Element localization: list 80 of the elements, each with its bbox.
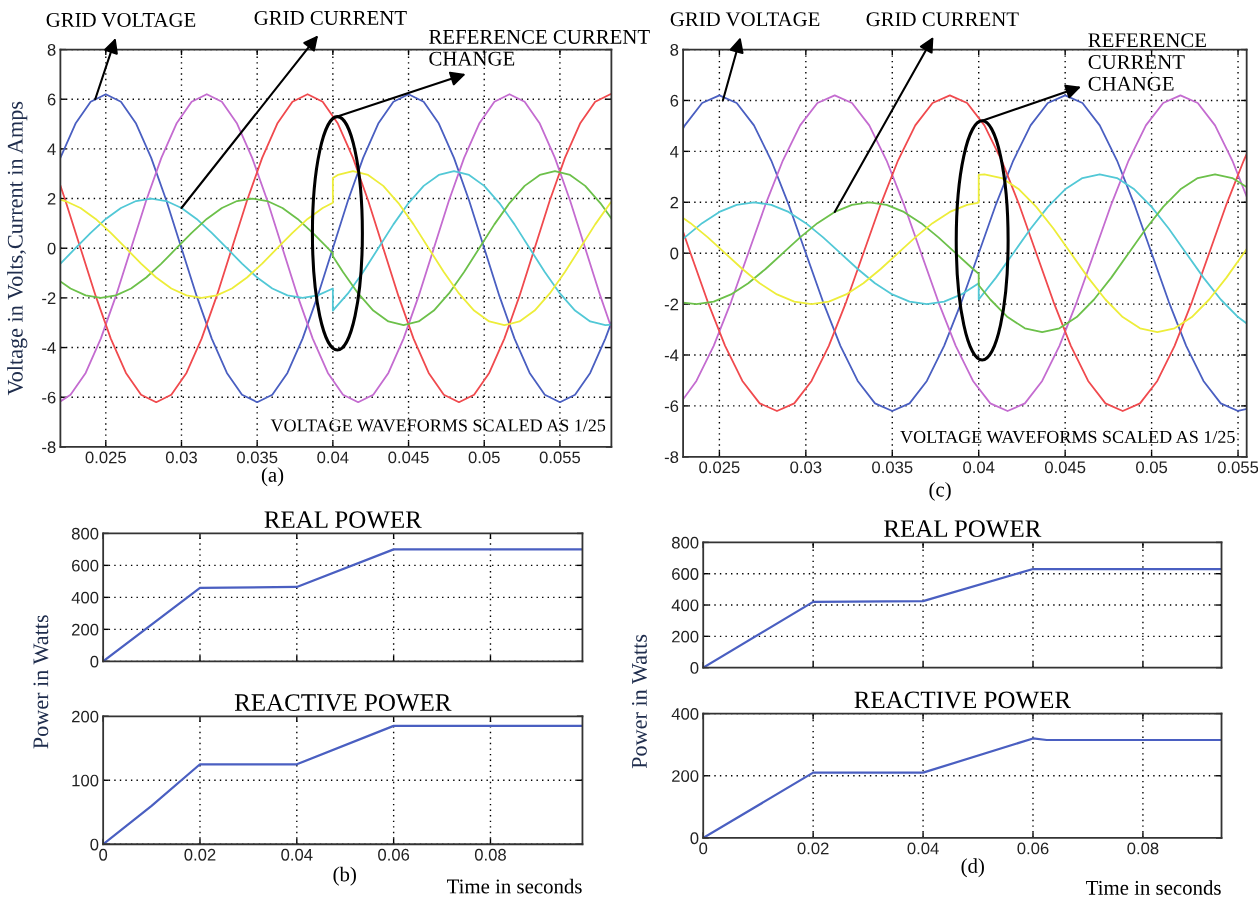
x-tick-label: 0.025 [85, 451, 126, 464]
x-tick-label: 0.045 [1044, 461, 1086, 474]
x-tick-label: 0.045 [388, 451, 429, 464]
x-tick-label: 0.02 [797, 842, 829, 855]
x-tick-label: 0.05 [468, 451, 500, 464]
annotation: VOLTAGE WAVEFORMS SCALED AS 1/25 [900, 430, 1235, 444]
y-tick-label: 6 [47, 93, 56, 106]
annotation: GRID CURRENT [866, 12, 1019, 27]
annotation: GRID VOLTAGE [670, 12, 820, 27]
y-tick-label: -6 [664, 400, 679, 413]
y-tick-label: 2 [670, 196, 679, 209]
annotation: GRID CURRENT [254, 10, 407, 25]
y-tick-label: 4 [670, 145, 679, 158]
y-tick-label: -8 [42, 441, 56, 454]
y-tick-label: 400 [671, 599, 699, 612]
text: (b) [333, 866, 356, 886]
x-tick-label: 0.055 [539, 451, 581, 464]
x-tick-label: 0.04 [963, 461, 995, 474]
chart-title: REAL POWER [264, 511, 422, 529]
y-tick-label: 800 [71, 527, 99, 540]
y-tick-label: 200 [72, 710, 99, 723]
x-tick-label: 0.025 [699, 461, 740, 474]
x-axis-title: Time in seconds [447, 878, 582, 894]
chart-title: REACTIVE POWER [854, 691, 1072, 709]
y-tick-label: 8 [47, 43, 56, 56]
x-tick-label: 0.03 [165, 451, 197, 464]
y-tick-label: 0 [47, 242, 56, 255]
x-tick-label: 0.055 [1217, 461, 1258, 474]
y-tick-label: 800 [671, 536, 699, 549]
y-axis-title: Power in Watts [33, 615, 49, 749]
y-tick-label: 400 [671, 707, 699, 720]
y-tick-label: -6 [42, 391, 56, 404]
y-tick-label: -2 [42, 292, 56, 304]
y-tick-label: 200 [72, 623, 99, 636]
x-tick-label: 0.035 [236, 451, 278, 464]
annotation: REFERENCE CURRENT CHANGE [1088, 33, 1206, 91]
y-tick-label: 100 [72, 774, 99, 787]
text: (a) [261, 467, 284, 487]
x-tick-label: 0.06 [1017, 842, 1049, 855]
x-tick-label: 0 [699, 842, 708, 855]
y-tick-label: 8 [670, 43, 679, 56]
y-tick-label: 200 [672, 770, 699, 782]
line-series [60, 170, 612, 327]
y-tick-label: 600 [72, 559, 99, 572]
y-tick-label: -2 [664, 298, 679, 311]
x-tick-label: 0 [99, 848, 108, 861]
chart-title: REAL POWER [884, 520, 1042, 538]
y-tick-label: 0 [690, 662, 699, 674]
y-tick-label: 0 [670, 247, 679, 260]
x-tick-label: 0.035 [872, 461, 913, 474]
y-tick-label: 0 [690, 832, 699, 845]
y-tick-label: 400 [71, 591, 99, 604]
y-axis-title: Power in Watts [631, 634, 647, 769]
y-tick-label: -4 [42, 342, 56, 354]
annotation: REFERENCE CURRENT CHANGE [429, 29, 650, 66]
x-tick-label: 0.02 [184, 848, 216, 861]
y-tick-label: 200 [672, 630, 699, 643]
y-tick-label: 6 [670, 94, 679, 107]
x-tick-label: 0.08 [1127, 842, 1159, 855]
x-tick-label: 0.04 [317, 451, 349, 464]
chart-title: REACTIVE POWER [234, 694, 452, 712]
x-axis-title: Time in seconds [1086, 880, 1221, 895]
annotation: GRID VOLTAGE [46, 12, 196, 28]
y-tick-label: 4 [47, 143, 56, 155]
x-tick-label: 0.05 [1136, 461, 1168, 474]
line-series [60, 93, 612, 404]
y-tick-label: 600 [672, 568, 699, 580]
text: (c) [929, 481, 951, 501]
y-tick-label: 2 [47, 192, 56, 205]
y-axis-title: Voltage in Volts,Current in Amps [7, 101, 28, 396]
x-tick-label: 0.08 [474, 848, 506, 861]
y-tick-label: -8 [664, 451, 679, 464]
text: (d) [961, 858, 984, 878]
x-tick-label: 0.03 [790, 461, 822, 474]
y-tick-label: -4 [664, 349, 679, 362]
y-tick-label: 0 [90, 655, 99, 668]
x-tick-label: 0.04 [281, 848, 313, 861]
x-tick-label: 0.06 [378, 848, 410, 861]
annotation: VOLTAGE WAVEFORMS SCALED AS 1/25 [270, 419, 606, 432]
x-tick-label: 0.04 [907, 842, 939, 855]
